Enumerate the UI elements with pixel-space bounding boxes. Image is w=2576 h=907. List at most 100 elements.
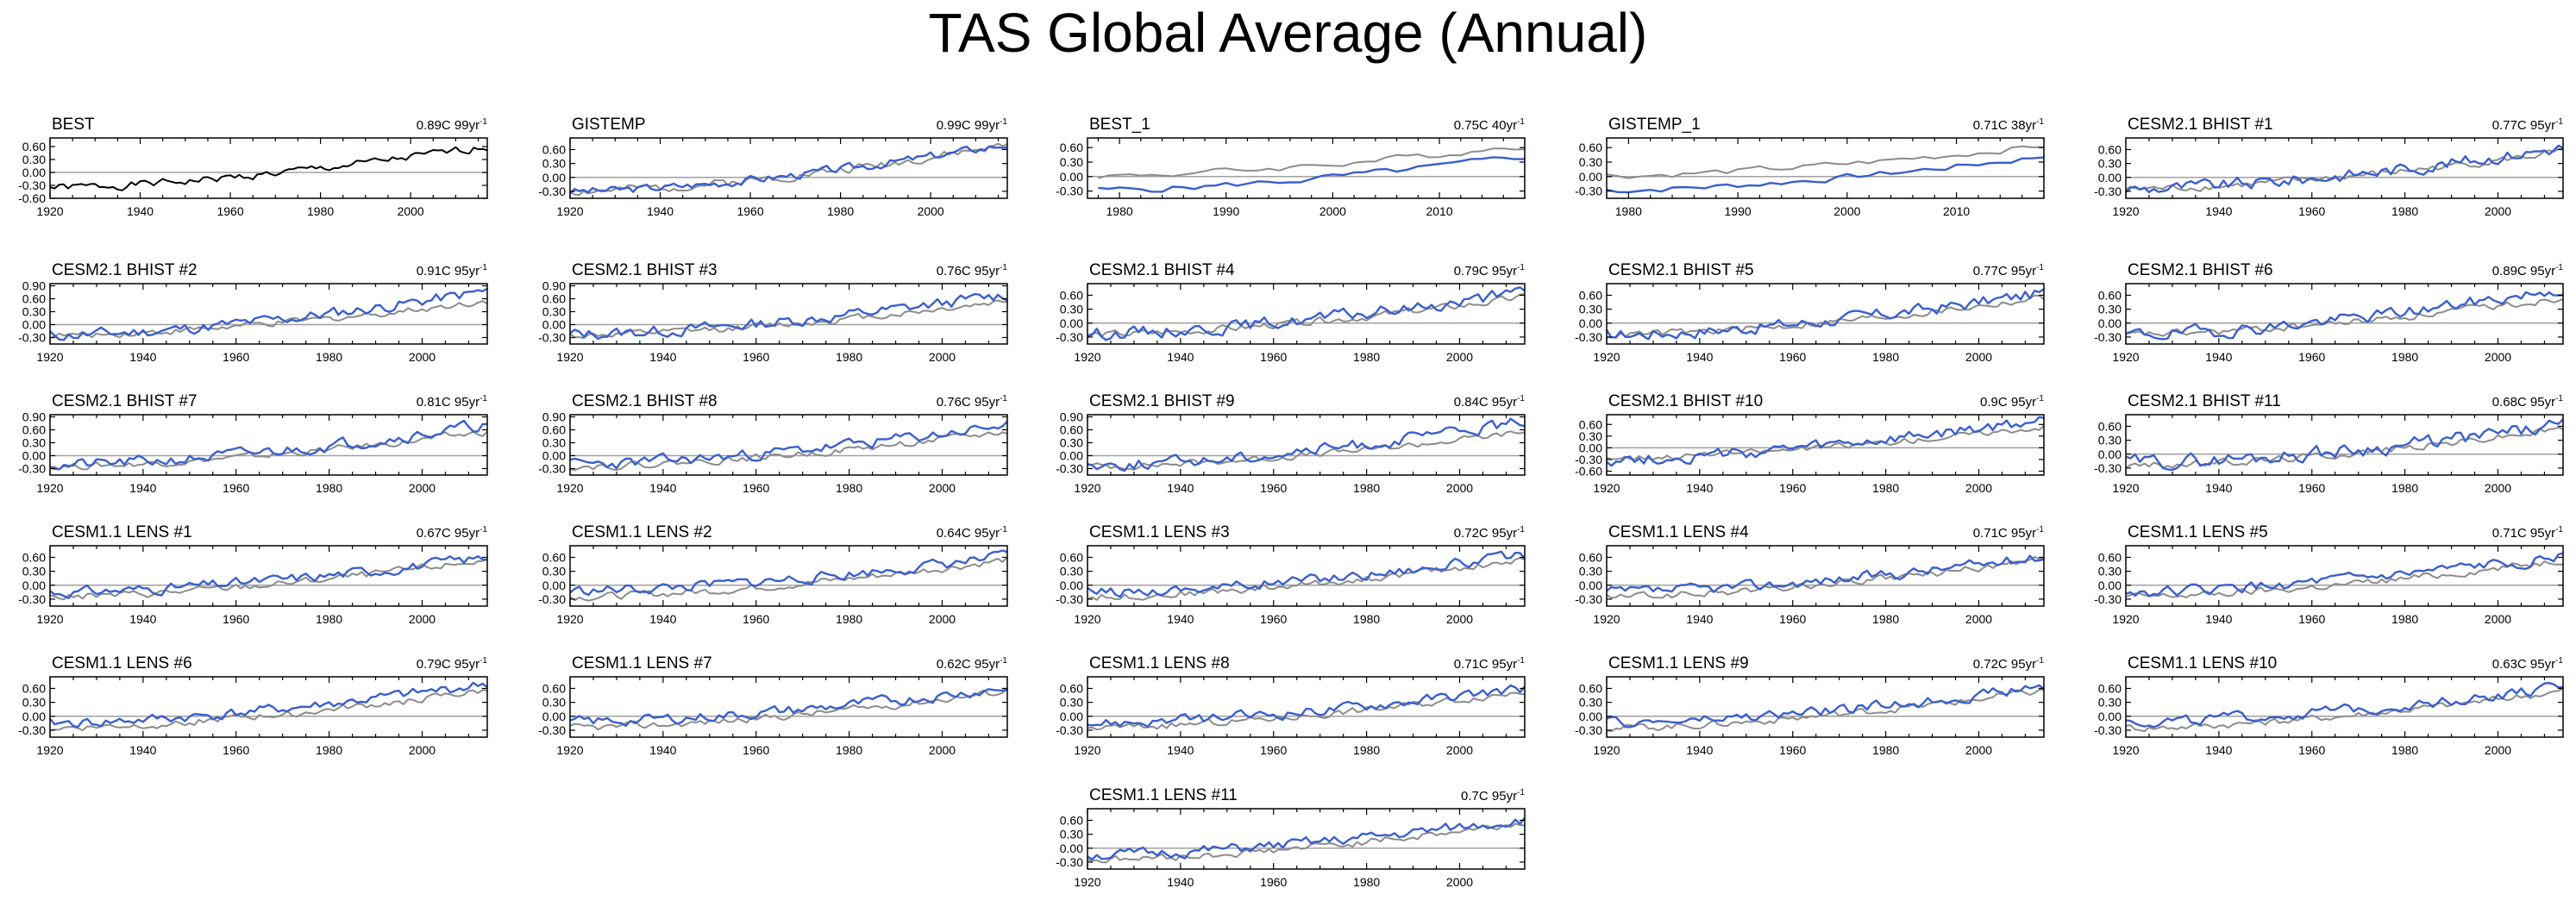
x-tick-label: 2000 [2485, 204, 2511, 218]
plot-frame [49, 137, 488, 199]
series-line-reference [2125, 297, 2564, 337]
x-tick-label: 1920 [1074, 481, 1100, 495]
y-tick-label: -0.30 [538, 723, 566, 737]
x-tick-label: 1980 [836, 612, 862, 626]
panel-title: CESM1.1 LENS #6 [52, 654, 192, 672]
panel-trend-exponent: -1 [1517, 117, 1525, 127]
y-tick-label: 0.30 [22, 565, 46, 579]
series-line-model [2125, 682, 2564, 729]
panel-title: BEST [52, 116, 95, 134]
y-tick-label: 0.00 [542, 579, 566, 592]
series-line-model [1087, 550, 1526, 598]
series-line-reference [49, 300, 488, 339]
panel-trend-exponent: -1 [479, 656, 487, 666]
panel-title: GISTEMP_1 [1608, 116, 1701, 134]
y-tick-label: 0.60 [2098, 288, 2122, 302]
panel-22: CESM1.1 LENS #7 0.62C 95yr-10.600.300.00-… [538, 654, 1008, 757]
x-tick-label: 1940 [129, 350, 156, 364]
x-tick-label: 2000 [929, 350, 956, 364]
y-tick-label: 0.30 [542, 305, 566, 319]
x-tick-label: 2010 [1426, 204, 1452, 218]
y-tick-label: 0.30 [1060, 696, 1083, 710]
panel-5: CESM2.1 BHIST #1 0.77C 95yr-1 0.600.300.00… [2094, 116, 2564, 218]
y-tick-label: 0.90 [542, 279, 566, 293]
y-tick-label: 0.00 [1579, 441, 1602, 454]
y-tick-label: 0.30 [1579, 696, 1602, 710]
plot-frame [49, 545, 488, 607]
panel-11: CESM2.1 BHIST #7 0.81C 95yr-1 0.900.600.30… [18, 392, 488, 495]
y-tick-label: 0.60 [22, 550, 46, 564]
x-tick-label: 1920 [556, 481, 583, 495]
x-tick-label: 2000 [1319, 204, 1346, 218]
x-tick-label: 2000 [929, 481, 956, 495]
panel-title: CESM2.1 BHIST #5 [1608, 261, 1754, 279]
x-tick-label: 1920 [2112, 743, 2139, 757]
series-line-reference [1606, 145, 2045, 179]
y-tick-label: -0.30 [1575, 453, 1602, 466]
panel-trend: 0.75C 40yr-1 [1454, 117, 1526, 133]
y-tick-label: 0.30 [22, 153, 46, 166]
panel-7: CESM2.1 BHIST #3 0.76C 95yr-1 0.900.600.30… [538, 261, 1008, 364]
panel-4: GISTEMP_1 0.71C 38yr-1 0.600.300.00-0.30 19… [1575, 116, 2045, 218]
y-tick-label: 0.60 [1579, 417, 1602, 431]
x-tick-label: 1940 [2205, 350, 2232, 364]
series-line-model [1087, 816, 1526, 860]
y-tick-label: -0.30 [2094, 185, 2122, 198]
series-line-reference [1087, 691, 1526, 731]
y-tick-label: 0.00 [542, 449, 566, 463]
series-line-reference [2125, 687, 2564, 733]
series-line-model [2125, 552, 2564, 597]
x-tick-label: 1960 [2298, 743, 2325, 757]
x-tick-label: 1980 [1353, 350, 1380, 364]
y-tick-label: 0.00 [22, 710, 46, 723]
x-tick-label: 1960 [216, 204, 243, 218]
y-tick-label: 0.60 [2098, 142, 2122, 156]
x-tick-label: 2000 [2485, 743, 2511, 757]
y-tick-label: -0.30 [1056, 592, 1083, 606]
panel-trend-exponent: -1 [2036, 656, 2044, 666]
y-tick-label: -0.30 [538, 462, 566, 476]
y-tick-label: 0.60 [22, 423, 46, 437]
y-tick-label: 0.00 [1060, 449, 1083, 463]
y-tick-label: 0.60 [1060, 423, 1083, 437]
panel-trend: 0.64C 95yr-1 [937, 525, 1008, 541]
x-tick-label: 1940 [2205, 481, 2232, 495]
panel-trend-exponent: -1 [2036, 117, 2044, 127]
y-tick-label: -0.30 [538, 592, 566, 606]
series-line-model [49, 555, 488, 599]
x-tick-label: 2000 [398, 204, 424, 218]
x-tick-label: 1960 [1260, 743, 1287, 757]
y-tick-label: 0.00 [542, 318, 566, 332]
plot-frame [2125, 283, 2564, 345]
x-tick-label: 1940 [1167, 743, 1194, 757]
x-tick-label: 2000 [409, 612, 436, 626]
y-tick-label: 0.30 [22, 696, 46, 710]
series-line-model [569, 688, 1008, 727]
x-tick-label: 1960 [1260, 481, 1287, 495]
plot-frame [49, 414, 488, 476]
series-line-reference [1098, 147, 1526, 179]
y-tick-label: 0.30 [1060, 303, 1083, 316]
panel-10: CESM2.1 BHIST #6 0.89C 95yr-1 0.600.300.00… [2094, 261, 2564, 364]
y-tick-label: 0.60 [542, 292, 566, 306]
y-tick-label: 0.30 [1579, 429, 1602, 443]
y-tick-label: -0.30 [2094, 330, 2122, 344]
y-tick-label: 0.60 [542, 681, 566, 695]
x-tick-label: 1980 [2391, 481, 2418, 495]
x-tick-label: 1980 [316, 481, 342, 495]
x-tick-label: 2000 [1833, 204, 1860, 218]
series-line-model [1605, 288, 2045, 341]
x-tick-label: 1920 [36, 612, 63, 626]
x-tick-label: 1980 [836, 743, 862, 757]
y-tick-label: -0.30 [2094, 592, 2122, 606]
panel-title: CESM2.1 BHIST #3 [572, 261, 718, 279]
x-tick-label: 1920 [1593, 481, 1620, 495]
panel-title: CESM2.1 BHIST #7 [52, 392, 197, 410]
x-tick-label: 2000 [2485, 350, 2511, 364]
x-tick-label: 1940 [129, 612, 156, 626]
panel-title: CESM1.1 LENS #7 [572, 654, 712, 672]
panel-16: CESM1.1 LENS #1 0.67C 95yr-10.600.300.00-… [18, 523, 488, 626]
x-tick-label: 2000 [929, 743, 956, 757]
x-tick-label: 1980 [1872, 743, 1899, 757]
x-tick-label: 1920 [36, 481, 63, 495]
